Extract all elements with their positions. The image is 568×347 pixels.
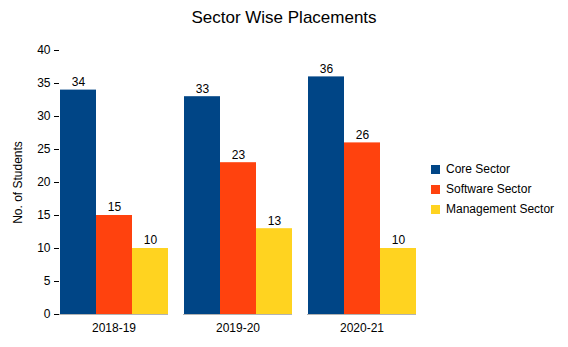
svg-text:23: 23 <box>232 148 246 162</box>
svg-text:25: 25 <box>37 142 51 156</box>
html-text:Software Sector: Software Sector <box>446 182 532 196</box>
svg-text:30: 30 <box>37 109 51 123</box>
svg-text:10: 10 <box>392 233 406 247</box>
svg-text:10: 10 <box>37 241 51 255</box>
html-text:Management Sector: Management Sector <box>446 202 555 216</box>
html-text:Core Sector: Core Sector <box>446 162 510 176</box>
svg-text:5: 5 <box>44 274 51 288</box>
svg-text:40: 40 <box>37 43 51 57</box>
svg-text:15: 15 <box>37 208 51 222</box>
svg-text:36: 36 <box>320 62 334 76</box>
svg-text:13: 13 <box>268 214 282 228</box>
svg-text:35: 35 <box>37 76 51 90</box>
html-text:Sector Wise Placements: Sector Wise Placements <box>191 8 377 27</box>
svg-text:2019-20: 2019-20 <box>216 321 260 335</box>
svg-text:2020-21: 2020-21 <box>340 321 384 335</box>
svg-text:26: 26 <box>356 128 370 142</box>
svg-text:0: 0 <box>44 307 51 321</box>
svg-text:No. of Students: No. of Students <box>11 141 25 224</box>
svg-text:10: 10 <box>144 233 158 247</box>
svg-text:2018-19: 2018-19 <box>92 321 136 335</box>
svg-text:33: 33 <box>196 82 210 96</box>
svg-text:15: 15 <box>108 200 122 214</box>
svg-text:20: 20 <box>37 175 51 189</box>
svg-text:34: 34 <box>72 75 86 89</box>
